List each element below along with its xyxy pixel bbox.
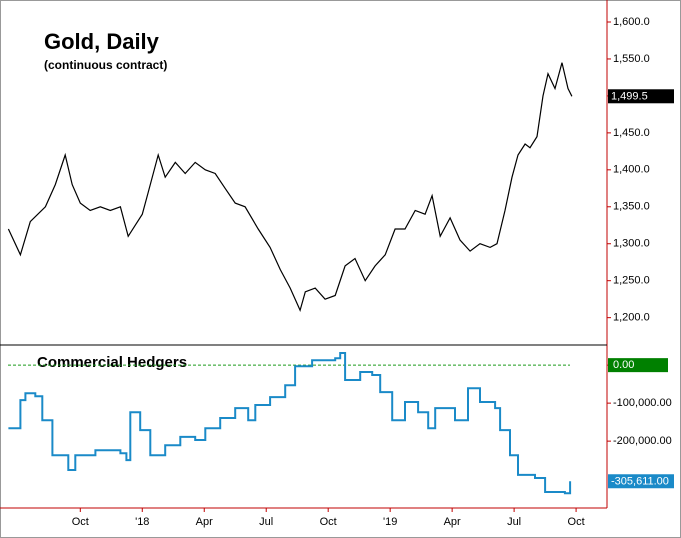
value-label-box (608, 474, 674, 489)
y-tick-label: 1,450.0 (613, 127, 650, 139)
x-tick-label: Apr (444, 516, 461, 528)
hedgers-line (8, 352, 572, 495)
y-tick-label: 1,350.0 (613, 201, 650, 213)
y-tick-label: 1,550.0 (613, 53, 650, 65)
x-tick-label: Oct (320, 516, 337, 528)
price-line (7, 62, 573, 313)
x-tick-label: Oct (568, 516, 585, 528)
x-tick-label: Jul (259, 516, 273, 528)
y-tick-label: 1,400.0 (613, 164, 650, 176)
y-tick-label: -200,000.00 (613, 435, 672, 447)
y-tick-label: 1,250.0 (613, 275, 650, 287)
x-tick-label: Apr (196, 516, 213, 528)
chart-subtitle: (continuous contract) (44, 58, 167, 72)
value-label-box (608, 89, 674, 104)
value-label: -305,611.00 (611, 476, 669, 488)
y-tick-label: 1,300.0 (613, 238, 650, 250)
x-tick-label: Oct (72, 516, 89, 528)
x-tick-label: Jul (507, 516, 521, 528)
y-tick-label: -100,000.00 (613, 397, 672, 409)
y-tick-label: 1,600.0 (613, 16, 650, 28)
value-label: 1,499.5 (611, 91, 648, 103)
series-label: Commercial Hedgers (37, 354, 187, 371)
y-tick-label: 0.00 (613, 359, 634, 371)
x-tick-label: '19 (383, 516, 397, 528)
x-tick-label: '18 (135, 516, 149, 528)
reference-label-box (608, 358, 668, 373)
chart-title: Gold, Daily (44, 29, 160, 54)
y-tick-label: 1,200.0 (613, 312, 650, 324)
